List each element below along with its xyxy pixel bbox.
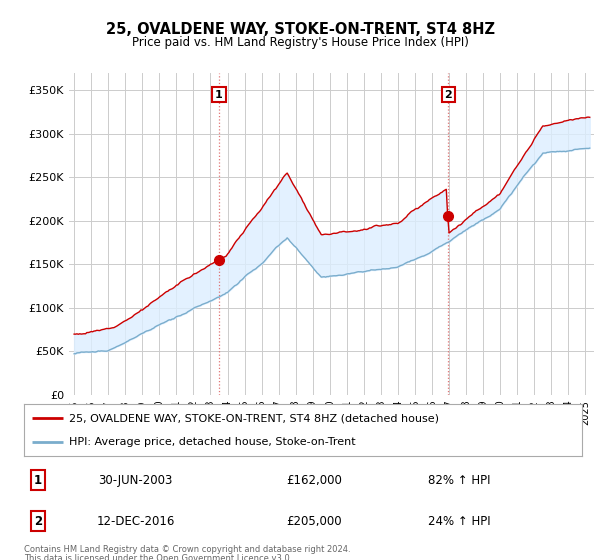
Text: 24% ↑ HPI: 24% ↑ HPI <box>428 515 491 528</box>
Text: £205,000: £205,000 <box>286 515 342 528</box>
Text: 2: 2 <box>34 515 42 528</box>
Text: 1: 1 <box>215 90 223 100</box>
Text: 30-JUN-2003: 30-JUN-2003 <box>98 474 173 487</box>
Text: £162,000: £162,000 <box>286 474 342 487</box>
Text: Contains HM Land Registry data © Crown copyright and database right 2024.: Contains HM Land Registry data © Crown c… <box>24 545 350 554</box>
Text: 1: 1 <box>34 474 42 487</box>
Text: 12-DEC-2016: 12-DEC-2016 <box>97 515 175 528</box>
Text: 82% ↑ HPI: 82% ↑ HPI <box>428 474 490 487</box>
Text: 25, OVALDENE WAY, STOKE-ON-TRENT, ST4 8HZ: 25, OVALDENE WAY, STOKE-ON-TRENT, ST4 8H… <box>106 22 494 38</box>
Text: 25, OVALDENE WAY, STOKE-ON-TRENT, ST4 8HZ (detached house): 25, OVALDENE WAY, STOKE-ON-TRENT, ST4 8H… <box>68 413 439 423</box>
Text: HPI: Average price, detached house, Stoke-on-Trent: HPI: Average price, detached house, Stok… <box>68 437 355 447</box>
Text: 2: 2 <box>445 90 452 100</box>
Text: This data is licensed under the Open Government Licence v3.0.: This data is licensed under the Open Gov… <box>24 554 292 560</box>
Text: Price paid vs. HM Land Registry's House Price Index (HPI): Price paid vs. HM Land Registry's House … <box>131 36 469 49</box>
